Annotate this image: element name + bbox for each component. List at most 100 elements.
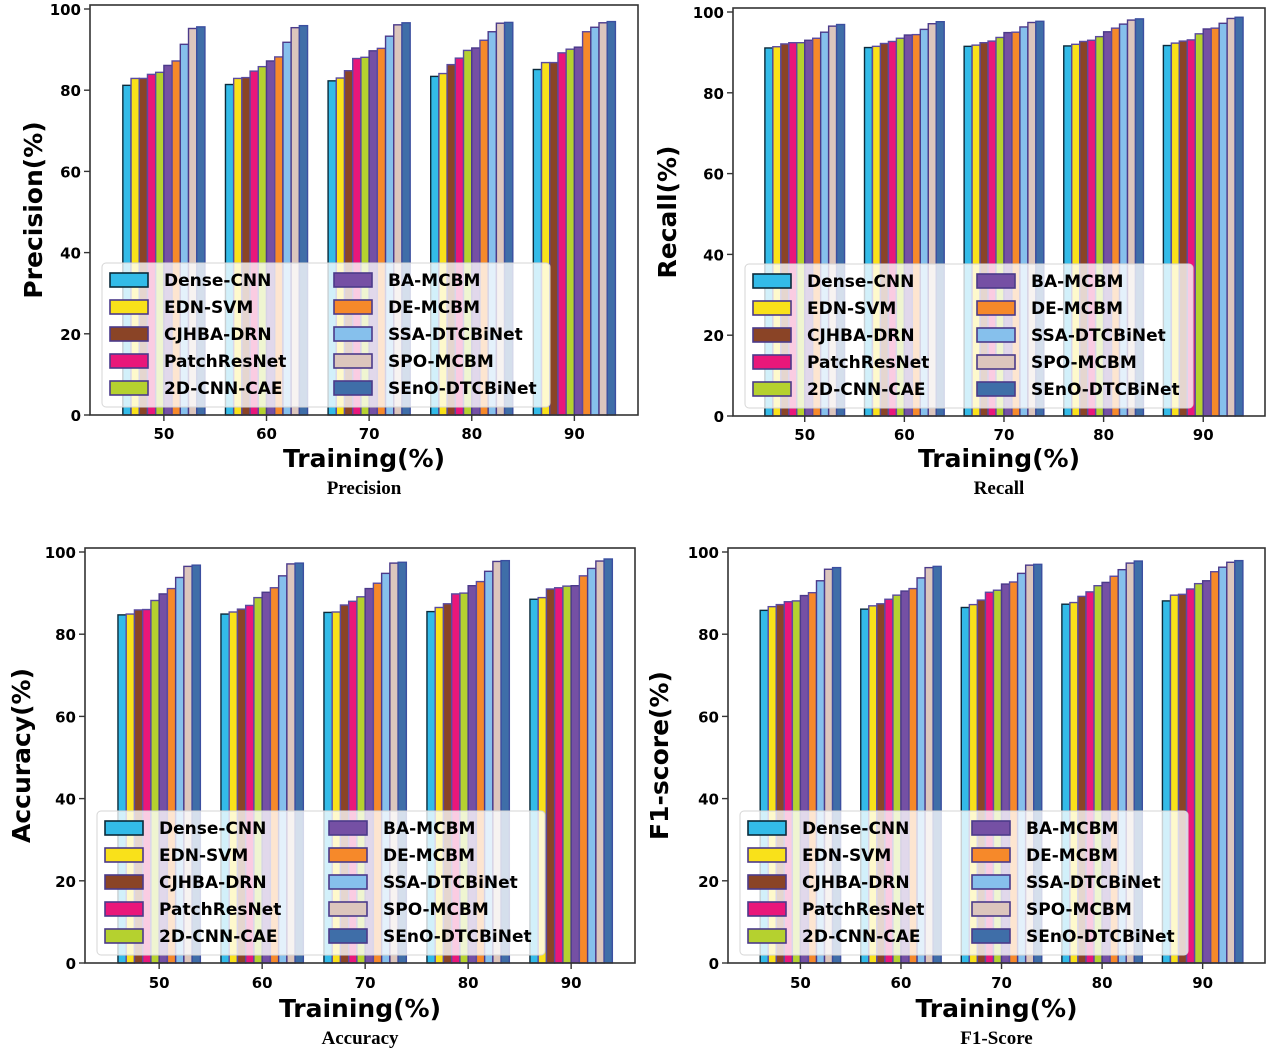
legend-label-dense-cnn: Dense-CNN (164, 271, 271, 291)
legend-swatch-2d-cnn-cae (747, 928, 787, 944)
legend-swatch-dense-cnn (104, 820, 144, 836)
legend-swatch-ba-mcbm (328, 820, 368, 836)
y-tick-label: 60 (703, 166, 724, 184)
bar-seno-dtcbinet-90 (603, 558, 614, 964)
y-tick-label: 80 (55, 626, 76, 644)
bar-spo-mcbm-90 (1226, 17, 1236, 417)
legend-label-patchresnet: PatchResNet (802, 900, 924, 920)
y-tick-label: 100 (693, 4, 724, 22)
legend: Dense-CNN EDN-SVM CJHBA-DRN PatchResNet 2D-C… (101, 262, 551, 408)
x-tick-label: 90 (1193, 426, 1214, 444)
legend-swatch-2d-cnn-cae (109, 380, 149, 396)
legend-label-edn-svm: EDN-SVM (164, 298, 253, 318)
y-tick-label: 0 (709, 955, 719, 973)
legend-swatch-spo-mcbm (328, 901, 368, 917)
legend-swatch-2d-cnn-cae (104, 928, 144, 944)
legend-label-spo-mcbm: SPO-MCBM (383, 900, 489, 920)
series-seno-dtcbinet (196, 20, 617, 416)
legend-swatch-seno-dtcbinet (976, 381, 1016, 397)
legend-label-ba-mcbm: BA-MCBM (1026, 819, 1118, 839)
x-tick-label: 50 (149, 974, 170, 992)
legend-swatch-dense-cnn (109, 272, 149, 288)
legend-swatch-spo-mcbm (976, 354, 1016, 370)
x-tick-label: 80 (458, 974, 479, 992)
y-tick-label: 100 (50, 1, 81, 19)
legend-swatch-ba-mcbm (333, 272, 373, 288)
x-tick-label: 80 (461, 425, 482, 443)
legend-label-de-mcbm: DE-MCBM (1031, 299, 1123, 319)
legend-swatch-dense-cnn (752, 273, 792, 289)
y-tick-label: 40 (55, 791, 76, 809)
legend-label-edn-svm: EDN-SVM (802, 846, 891, 866)
legend-label-dense-cnn: Dense-CNN (807, 272, 914, 292)
chart-caption: Accuracy (321, 1028, 399, 1049)
legend-label-dense-cnn: Dense-CNN (802, 819, 909, 839)
legend: Dense-CNN EDN-SVM CJHBA-DRN PatchResNet 2D-C… (96, 810, 546, 956)
legend-label-seno-dtcbinet: SEnO-DTCBiNet (388, 379, 537, 399)
legend-swatch-2d-cnn-cae (752, 381, 792, 397)
bar-spo-mcbm-90 (598, 22, 608, 416)
y-tick-label: 20 (703, 327, 724, 345)
x-tick-label: 70 (359, 425, 380, 443)
plot-frame (732, 7, 1266, 417)
legend-swatch-ssa-dtcbinet (333, 326, 373, 342)
y-tick-label: 0 (714, 408, 724, 426)
legend-label-ssa-dtcbinet: SSA-DTCBiNet (388, 325, 523, 345)
bar-seno-dtcbinet-90 (1234, 16, 1244, 417)
legend-label-edn-svm: EDN-SVM (159, 846, 248, 866)
bar-cjhba-drn-90 (549, 61, 559, 416)
legend-label-2d-cnn-cae: 2D-CNN-CAE (159, 927, 278, 947)
legend: Dense-CNN EDN-SVM CJHBA-DRN PatchResNet 2D-C… (739, 810, 1189, 956)
legend-swatch-de-mcbm (976, 300, 1016, 316)
y-tick-label: 0 (66, 955, 76, 973)
y-tick-label: 40 (698, 791, 719, 809)
bar-cjhba-drn-90 (545, 588, 556, 964)
y-tick-label: 40 (703, 246, 724, 264)
bar-2d-cnn-cae-90 (1194, 33, 1204, 417)
bar-de-mcbm-90 (581, 31, 592, 416)
y-tick-label: 60 (698, 708, 719, 726)
y-tick-label: 20 (698, 873, 719, 891)
y-tick-label: 100 (688, 544, 719, 562)
x-axis-label: Training(%) (279, 994, 441, 1023)
legend-swatch-dense-cnn (747, 820, 787, 836)
legend-swatch-patchresnet (747, 901, 787, 917)
x-tick-label: 90 (564, 425, 585, 443)
x-tick-label: 80 (1093, 426, 1114, 444)
y-axis-label: F1-score(%) (645, 671, 674, 840)
chart-caption: F1-Score (960, 1028, 1032, 1049)
x-tick-label: 60 (256, 425, 277, 443)
legend-label-cjhba-drn: CJHBA-DRN (807, 326, 915, 346)
chart-recall: Dense-CNN EDN-SVM CJHBA-DRN PatchResNet 2D-C… (653, 4, 1266, 499)
bar-spo-mcbm-90 (1226, 561, 1236, 964)
x-tick-label: 60 (252, 974, 273, 992)
legend-swatch-spo-mcbm (971, 901, 1011, 917)
legend-swatch-seno-dtcbinet (333, 380, 373, 396)
legend-label-ssa-dtcbinet: SSA-DTCBiNet (383, 873, 518, 893)
legend-label-cjhba-drn: CJHBA-DRN (159, 873, 267, 893)
plot-frame (84, 547, 636, 964)
legend-swatch-edn-svm (752, 300, 792, 316)
legend-label-dense-cnn: Dense-CNN (159, 819, 266, 839)
legend-box (744, 263, 1194, 409)
bar-ba-mcbm-90 (1201, 580, 1212, 964)
legend-swatch-edn-svm (109, 299, 149, 315)
legend-label-2d-cnn-cae: 2D-CNN-CAE (164, 379, 283, 399)
legend-label-ba-mcbm: BA-MCBM (383, 819, 475, 839)
bar-de-mcbm-90 (1210, 27, 1220, 417)
x-tick-label: 70 (355, 974, 376, 992)
x-axis-label: Training(%) (283, 444, 445, 473)
plot-frame (727, 547, 1266, 964)
legend-label-seno-dtcbinet: SEnO-DTCBiNet (1026, 927, 1175, 947)
legend-label-spo-mcbm: SPO-MCBM (1026, 900, 1132, 920)
legend-swatch-seno-dtcbinet (971, 928, 1011, 944)
y-tick-label: 20 (60, 326, 81, 344)
bar-ba-mcbm-90 (1202, 28, 1212, 417)
legend-label-edn-svm: EDN-SVM (807, 299, 896, 319)
legend-label-ssa-dtcbinet: SSA-DTCBiNet (1026, 873, 1161, 893)
bar-ba-mcbm-90 (570, 585, 581, 964)
legend-swatch-patchresnet (104, 901, 144, 917)
legend-swatch-patchresnet (109, 353, 149, 369)
legend-label-cjhba-drn: CJHBA-DRN (164, 325, 272, 345)
legend-swatch-spo-mcbm (333, 353, 373, 369)
